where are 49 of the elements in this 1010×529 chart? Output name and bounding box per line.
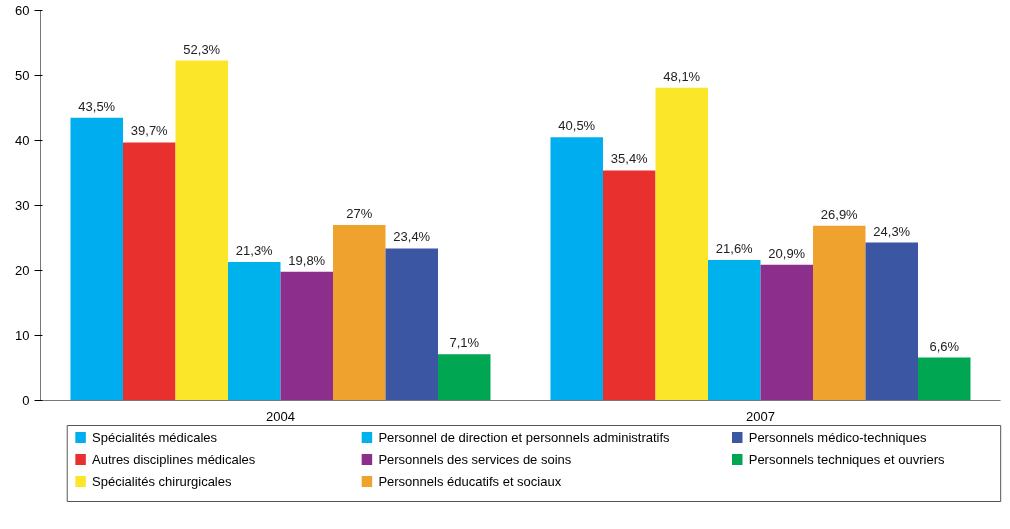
legend-label: Spécialités chirurgicales: [92, 474, 232, 489]
y-tick-label: 40: [15, 133, 30, 148]
bar: [228, 262, 281, 401]
legend-label: Personnel de direction et personnels administratifs: [378, 430, 671, 445]
y-tick-label: 60: [15, 3, 30, 18]
data-label: 20,9%: [768, 245, 806, 261]
y-tick-label: 10: [15, 328, 30, 343]
bar: [760, 264, 813, 401]
legend-label: Personnels techniques et ouvriers: [748, 452, 946, 467]
data-label: 35,4%: [610, 151, 649, 167]
bar: [918, 357, 971, 401]
bar: [708, 260, 761, 401]
y-tick-label: 50: [15, 68, 30, 83]
data-label: 6,6%: [929, 338, 960, 354]
data-label: 23,4%: [393, 229, 431, 245]
bar: [550, 137, 603, 401]
legend-label: Personnels éducatifs et sociaux: [378, 474, 562, 489]
data-label: 52,3%: [183, 41, 221, 57]
bar: [280, 271, 333, 401]
data-label: 21,6%: [715, 241, 754, 257]
legend-label: Spécialités médicales: [92, 430, 218, 445]
bar: [175, 60, 228, 401]
bar: [655, 87, 708, 401]
legend-label: Autres disciplines médicales: [92, 452, 256, 467]
data-label: 40,5%: [558, 118, 596, 134]
data-label: 21,3%: [235, 243, 274, 259]
data-label: 19,8%: [288, 252, 326, 268]
y-tick-label: 30: [15, 198, 30, 213]
x-tick-label: 2004: [266, 408, 295, 424]
data-label: 27%: [346, 206, 373, 221]
data-label: 43,5%: [78, 98, 116, 114]
legend-label: Personnels des services de soins: [378, 452, 572, 467]
bar: [865, 242, 918, 401]
data-label: 48,1%: [663, 68, 701, 84]
bar: [813, 225, 866, 401]
data-label: 7,1%: [449, 335, 480, 351]
bar: [123, 142, 176, 401]
legend-label: Personnels médico-techniques: [748, 430, 927, 445]
y-tick-label: 0: [22, 393, 30, 408]
data-label: 26,9%: [820, 206, 859, 222]
bar: [385, 248, 438, 401]
x-tick-label: 2007: [746, 408, 775, 424]
bar: [333, 225, 386, 401]
y-tick-label: 20: [15, 263, 30, 278]
bar: [603, 170, 656, 401]
data-label: 39,7%: [130, 123, 169, 139]
bar: [70, 117, 123, 401]
data-label: 24,3%: [873, 223, 911, 239]
bar: [438, 354, 491, 401]
